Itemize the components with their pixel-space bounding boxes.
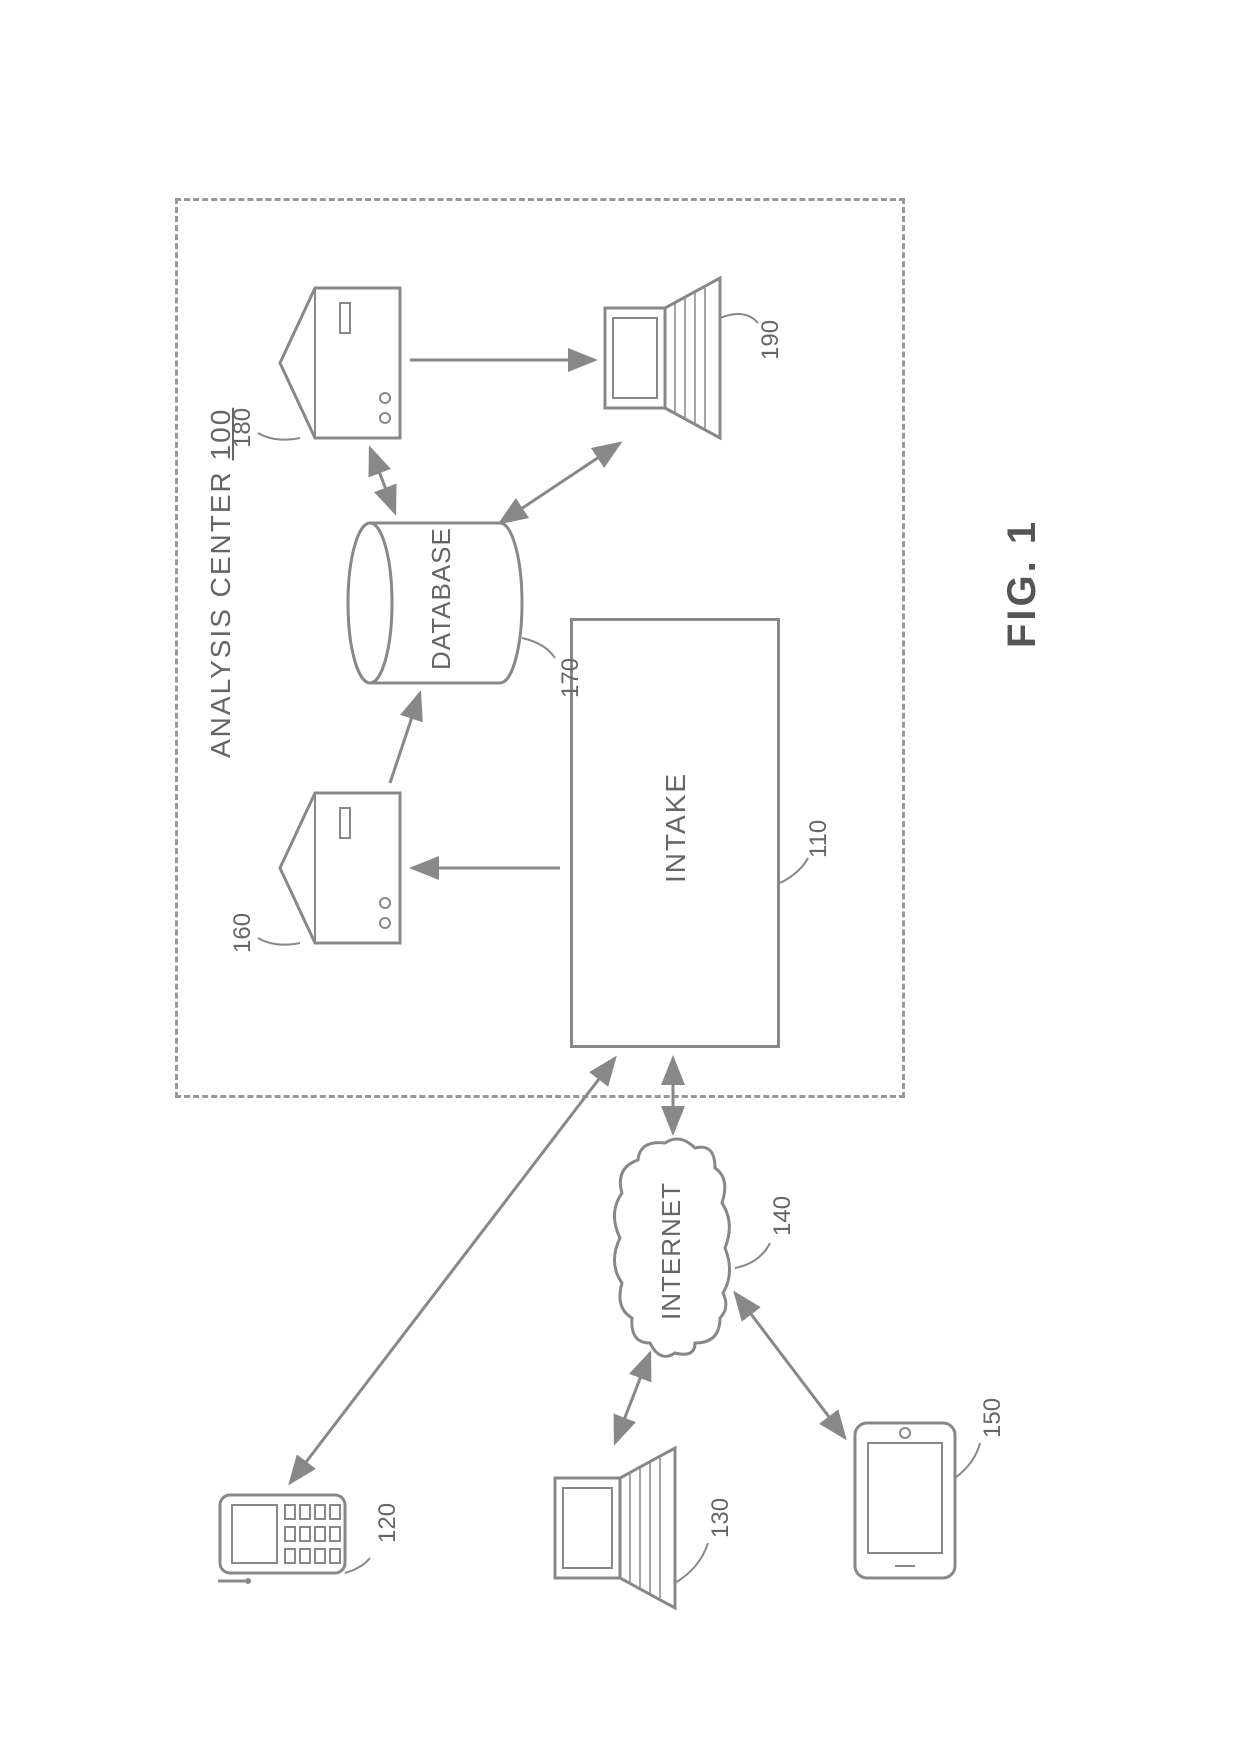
- laptop-130-icon: [555, 1448, 708, 1608]
- diagram-svg: 120 130 150: [0, 0, 1240, 1738]
- tablet-icon: [855, 1423, 980, 1578]
- phone-ref: 120: [374, 1503, 401, 1543]
- server-180-icon: [258, 288, 400, 440]
- tablet-ref: 150: [979, 1398, 1006, 1438]
- laptop-190-icon: [605, 278, 758, 438]
- edge-database-laptop190: [500, 443, 620, 523]
- laptop-130-ref: 130: [707, 1498, 734, 1538]
- server-160-icon: [258, 793, 400, 945]
- edge-database-server180: [370, 448, 395, 513]
- internet-label: INTERNET: [656, 1182, 686, 1320]
- phone-icon: [218, 1495, 370, 1584]
- edge-phone-intake: [290, 1058, 615, 1483]
- database-ref: 170: [557, 658, 584, 698]
- server-180-ref: 180: [229, 408, 256, 448]
- internet-ref: 140: [769, 1196, 796, 1236]
- edge-laptop-internet: [615, 1353, 650, 1443]
- database-label: DATABASE: [426, 527, 456, 670]
- laptop-190-ref: 190: [757, 320, 784, 360]
- edge-server160-database: [390, 693, 420, 783]
- server-160-ref: 160: [229, 913, 256, 953]
- diagram-container: ANALYSIS CENTER 100 INTAKE 110 FIG. 1: [0, 0, 1240, 1738]
- edge-tablet-internet: [735, 1293, 845, 1438]
- rotated-content: ANALYSIS CENTER 100 INTAKE 110 FIG. 1: [0, 0, 1240, 1738]
